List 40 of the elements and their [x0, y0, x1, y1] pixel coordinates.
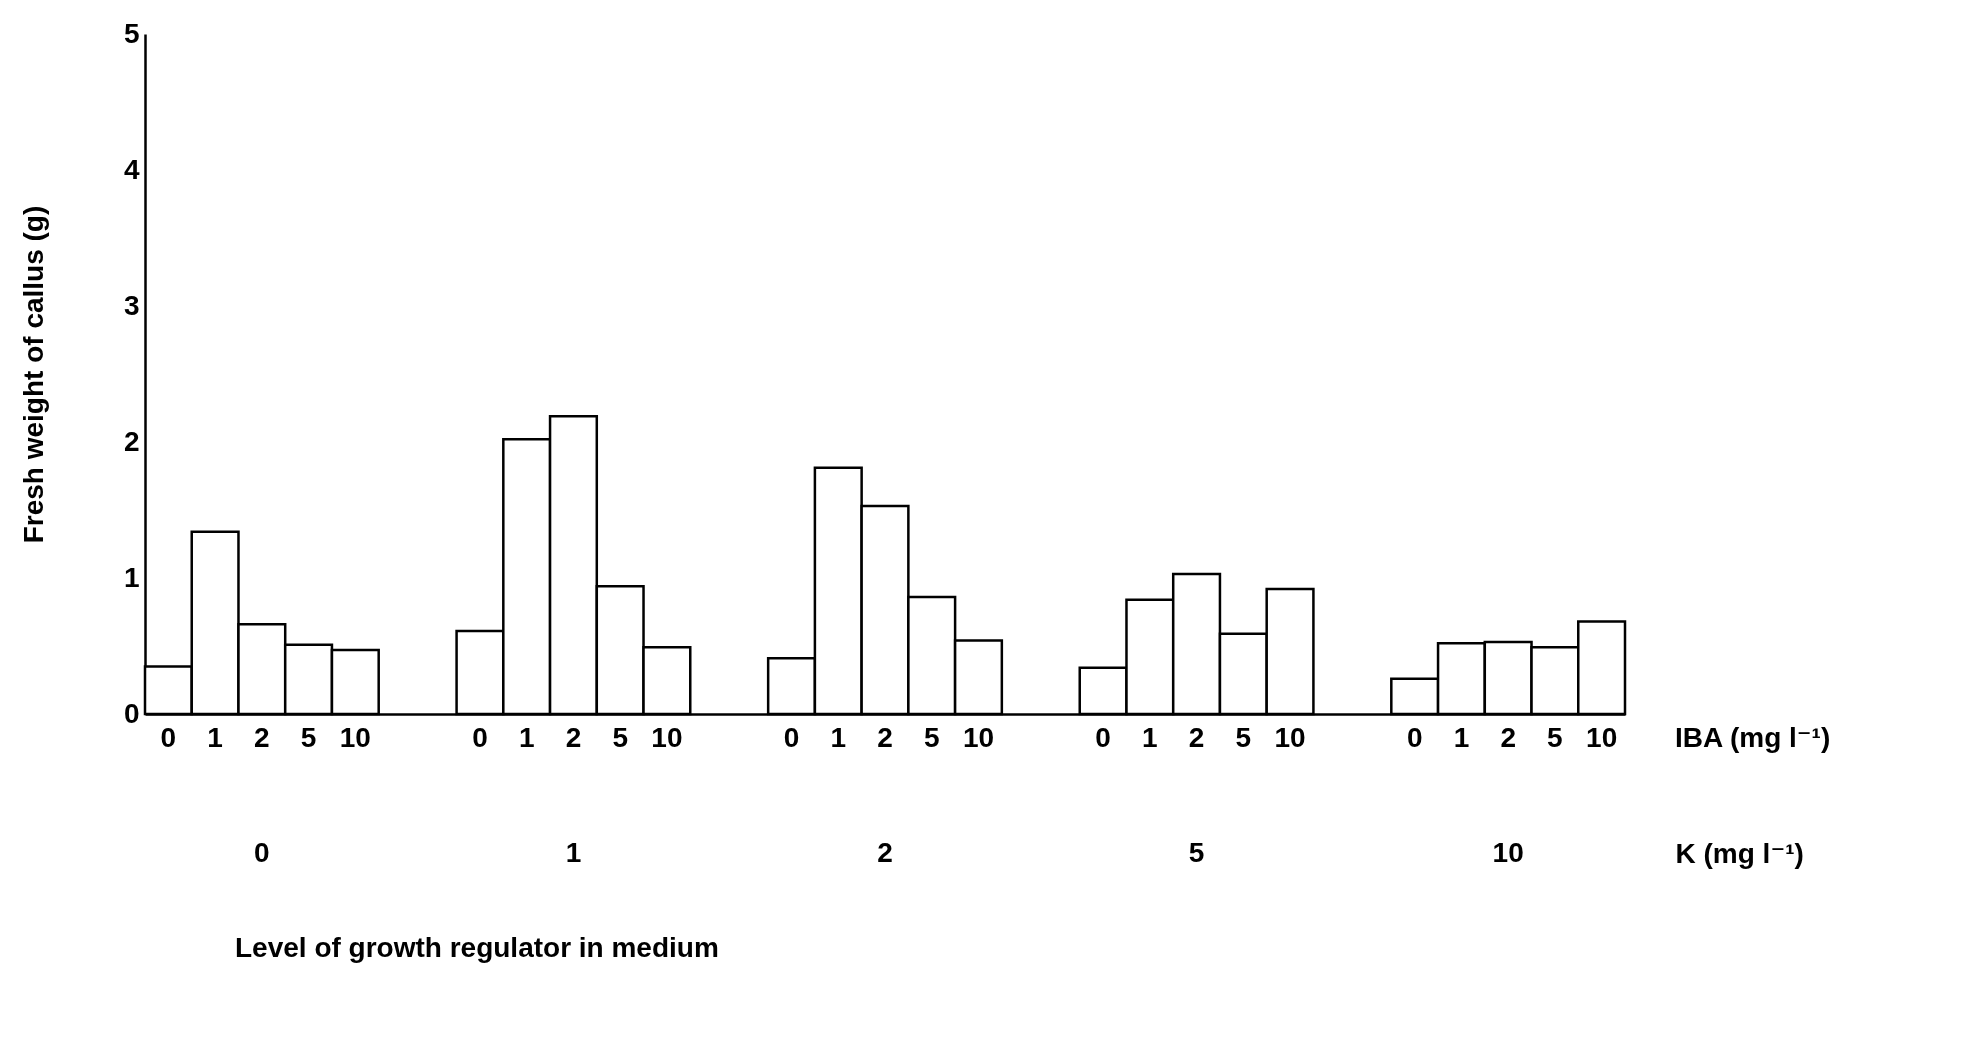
y-axis-title: Fresh weight of callus (g)	[17, 205, 49, 544]
category-label: 5	[1235, 722, 1252, 753]
category-label: 0	[1095, 722, 1111, 753]
category-label: 5	[1547, 722, 1563, 753]
series-label: 5	[300, 722, 317, 753]
y-tick-label: 3	[123, 289, 140, 321]
category-label: 10	[1274, 722, 1306, 753]
x-tick-label: 0	[254, 836, 270, 868]
category-label: 1	[1453, 722, 1470, 753]
category-label: 2	[1500, 722, 1516, 753]
category-label: 10	[1586, 722, 1618, 753]
category-label: 10	[962, 722, 995, 753]
category-label: 1	[518, 722, 535, 753]
category-label: 1	[1142, 722, 1158, 753]
category-label: 1	[830, 722, 847, 753]
series-label: 0	[160, 722, 177, 753]
x-tick-label: 5	[1188, 836, 1205, 868]
y-tick-label: 2	[123, 425, 140, 457]
category-label: 0	[783, 722, 800, 753]
category-label: 2	[1188, 722, 1205, 753]
x-tick-label: 10	[1492, 836, 1524, 868]
series-label: 1	[207, 722, 223, 753]
category-label: 10	[651, 722, 683, 753]
category-label: 0	[472, 722, 488, 753]
category-label: 2	[877, 722, 893, 753]
x-axis-title: K (mg l⁻¹)	[1675, 837, 1804, 869]
y-tick-label: 5	[123, 17, 140, 49]
y-tick-label: 0	[123, 697, 140, 729]
y-tick-label: 1	[123, 561, 140, 593]
category-label: 5	[612, 722, 628, 753]
series-label: 2	[254, 722, 270, 753]
x-tick-label: 1	[565, 836, 582, 868]
category-label: 5	[923, 722, 940, 753]
series-label: 10	[339, 722, 371, 753]
x-tick-label: 2	[877, 836, 893, 868]
category-label: 0	[1406, 722, 1423, 753]
y-tick-label: 4	[123, 153, 140, 185]
legend-title: IBA (mg l⁻¹)	[1675, 722, 1831, 753]
category-label: 2	[565, 722, 582, 753]
text: Level of growth regulator in medium	[235, 932, 719, 963]
